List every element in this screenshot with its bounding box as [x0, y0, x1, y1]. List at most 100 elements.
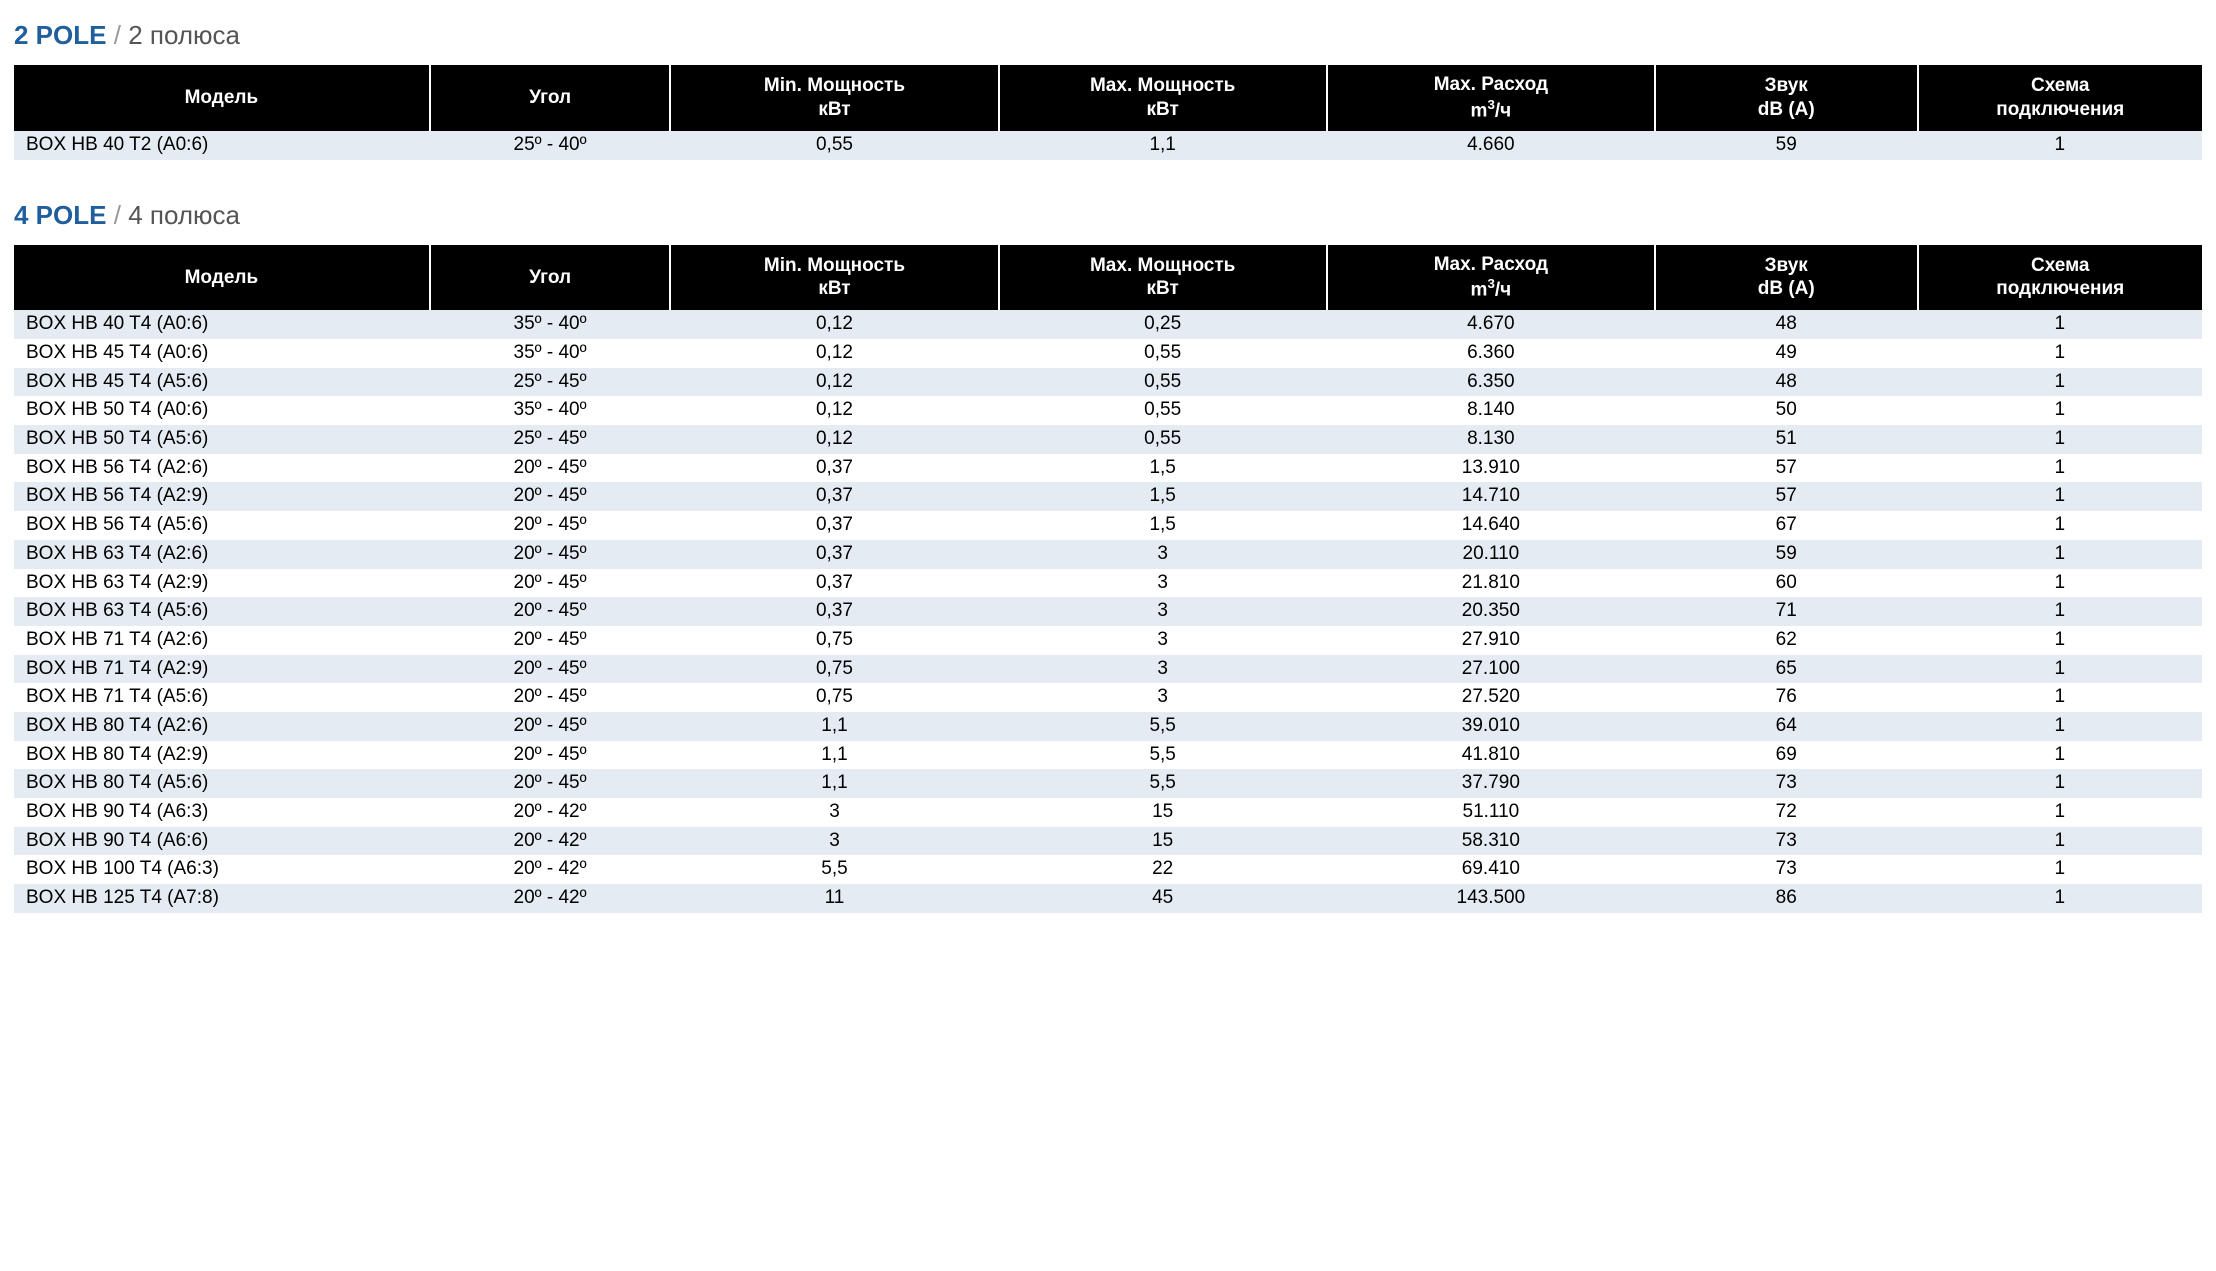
col-header-4: Max. Расходm3/ч [1327, 65, 1655, 131]
cell-min-power: 11 [670, 884, 998, 913]
table-row: BOX HB 40 T2 (A0:6)25º - 40º0,551,14.660… [14, 131, 2202, 160]
cell-model: BOX HB 71 T4 (A5:6) [14, 683, 430, 712]
cell-max-power: 1,5 [999, 482, 1327, 511]
cell-min-power: 0,75 [670, 683, 998, 712]
cell-scheme: 1 [1918, 741, 2203, 770]
cell-max-flow: 69.410 [1327, 855, 1655, 884]
table-row: BOX HB 56 T4 (A2:6)20º - 45º0,371,513.91… [14, 454, 2202, 483]
cell-angle: 25º - 45º [430, 425, 671, 454]
cell-max-power: 45 [999, 884, 1327, 913]
cell-max-power: 15 [999, 827, 1327, 856]
cell-scheme: 1 [1918, 769, 2203, 798]
cell-model: BOX HB 90 T4 (A6:6) [14, 827, 430, 856]
cell-max-power: 0,25 [999, 310, 1327, 339]
cell-scheme: 1 [1918, 511, 2203, 540]
cell-max-flow: 58.310 [1327, 827, 1655, 856]
cell-sound: 72 [1655, 798, 1918, 827]
cell-angle: 20º - 45º [430, 712, 671, 741]
table-row: BOX HB 80 T4 (A2:9)20º - 45º1,15,541.810… [14, 741, 2202, 770]
cell-max-power: 15 [999, 798, 1327, 827]
cell-min-power: 1,1 [670, 741, 998, 770]
cell-max-flow: 8.140 [1327, 396, 1655, 425]
table-row: BOX HB 80 T4 (A5:6)20º - 45º1,15,537.790… [14, 769, 2202, 798]
cell-model: BOX HB 40 T2 (A0:6) [14, 131, 430, 160]
col-header-0: Модель [14, 245, 430, 311]
specs-table: МодельУголMin. МощностькВтMax. Мощностьк… [14, 65, 2202, 160]
cell-model: BOX HB 125 T4 (A7:8) [14, 884, 430, 913]
cell-max-flow: 4.670 [1327, 310, 1655, 339]
cell-scheme: 1 [1918, 827, 2203, 856]
table-row: BOX HB 45 T4 (A5:6)25º - 45º0,120,556.35… [14, 368, 2202, 397]
table-row: BOX HB 71 T4 (A2:6)20º - 45º0,75327.9106… [14, 626, 2202, 655]
col-header-4: Max. Расходm3/ч [1327, 245, 1655, 311]
cell-min-power: 0,37 [670, 569, 998, 598]
cell-sound: 64 [1655, 712, 1918, 741]
cell-angle: 20º - 42º [430, 798, 671, 827]
cell-min-power: 0,75 [670, 626, 998, 655]
cell-model: BOX HB 71 T4 (A2:6) [14, 626, 430, 655]
table-row: BOX HB 56 T4 (A5:6)20º - 45º0,371,514.64… [14, 511, 2202, 540]
col-header-6: Схемаподключения [1918, 65, 2203, 131]
cell-min-power: 5,5 [670, 855, 998, 884]
cell-max-power: 3 [999, 683, 1327, 712]
cell-angle: 35º - 40º [430, 396, 671, 425]
section-title: 4 POLE / 4 полюса [14, 200, 2202, 231]
specs-table: МодельУголMin. МощностькВтMax. Мощностьк… [14, 245, 2202, 913]
cell-sound: 57 [1655, 454, 1918, 483]
cell-angle: 20º - 45º [430, 569, 671, 598]
col-header-1: Угол [430, 245, 671, 311]
cell-max-flow: 6.350 [1327, 368, 1655, 397]
cell-sound: 50 [1655, 396, 1918, 425]
cell-min-power: 0,37 [670, 482, 998, 511]
cell-scheme: 1 [1918, 712, 2203, 741]
cell-scheme: 1 [1918, 798, 2203, 827]
cell-model: BOX HB 56 T4 (A5:6) [14, 511, 430, 540]
cell-sound: 62 [1655, 626, 1918, 655]
cell-max-flow: 6.360 [1327, 339, 1655, 368]
cell-model: BOX HB 50 T4 (A5:6) [14, 425, 430, 454]
cell-min-power: 0,12 [670, 368, 998, 397]
cell-sound: 76 [1655, 683, 1918, 712]
cell-min-power: 0,12 [670, 339, 998, 368]
cell-max-power: 22 [999, 855, 1327, 884]
cell-angle: 20º - 42º [430, 827, 671, 856]
cell-max-power: 5,5 [999, 712, 1327, 741]
cell-scheme: 1 [1918, 683, 2203, 712]
cell-angle: 20º - 45º [430, 769, 671, 798]
cell-min-power: 3 [670, 798, 998, 827]
cell-model: BOX HB 90 T4 (A6:3) [14, 798, 430, 827]
cell-model: BOX HB 63 T4 (A2:6) [14, 540, 430, 569]
cell-angle: 25º - 45º [430, 368, 671, 397]
cell-max-power: 0,55 [999, 396, 1327, 425]
cell-min-power: 0,55 [670, 131, 998, 160]
section-title-rest: 4 полюса [128, 200, 240, 230]
cell-sound: 59 [1655, 540, 1918, 569]
cell-scheme: 1 [1918, 454, 2203, 483]
cell-scheme: 1 [1918, 131, 2203, 160]
table-row: BOX HB 90 T4 (A6:3)20º - 42º31551.110721 [14, 798, 2202, 827]
cell-sound: 60 [1655, 569, 1918, 598]
cell-max-flow: 51.110 [1327, 798, 1655, 827]
table-row: BOX HB 100 T4 (A6:3)20º - 42º5,52269.410… [14, 855, 2202, 884]
cell-max-flow: 8.130 [1327, 425, 1655, 454]
cell-scheme: 1 [1918, 626, 2203, 655]
section-title: 2 POLE / 2 полюса [14, 20, 2202, 51]
cell-max-power: 0,55 [999, 368, 1327, 397]
cell-model: BOX HB 50 T4 (A0:6) [14, 396, 430, 425]
cell-max-power: 5,5 [999, 741, 1327, 770]
table-row: BOX HB 63 T4 (A2:6)20º - 45º0,37320.1105… [14, 540, 2202, 569]
table-row: BOX HB 125 T4 (A7:8)20º - 42º1145143.500… [14, 884, 2202, 913]
col-header-3: Max. МощностькВт [999, 65, 1327, 131]
cell-min-power: 0,12 [670, 396, 998, 425]
table-row: BOX HB 50 T4 (A5:6)25º - 45º0,120,558.13… [14, 425, 2202, 454]
cell-sound: 71 [1655, 597, 1918, 626]
col-header-5: ЗвукdB (A) [1655, 65, 1918, 131]
cell-max-flow: 41.810 [1327, 741, 1655, 770]
cell-scheme: 1 [1918, 425, 2203, 454]
cell-min-power: 0,37 [670, 454, 998, 483]
cell-model: BOX HB 80 T4 (A5:6) [14, 769, 430, 798]
cell-sound: 57 [1655, 482, 1918, 511]
cell-scheme: 1 [1918, 368, 2203, 397]
cell-max-flow: 14.710 [1327, 482, 1655, 511]
cell-max-power: 1,5 [999, 511, 1327, 540]
